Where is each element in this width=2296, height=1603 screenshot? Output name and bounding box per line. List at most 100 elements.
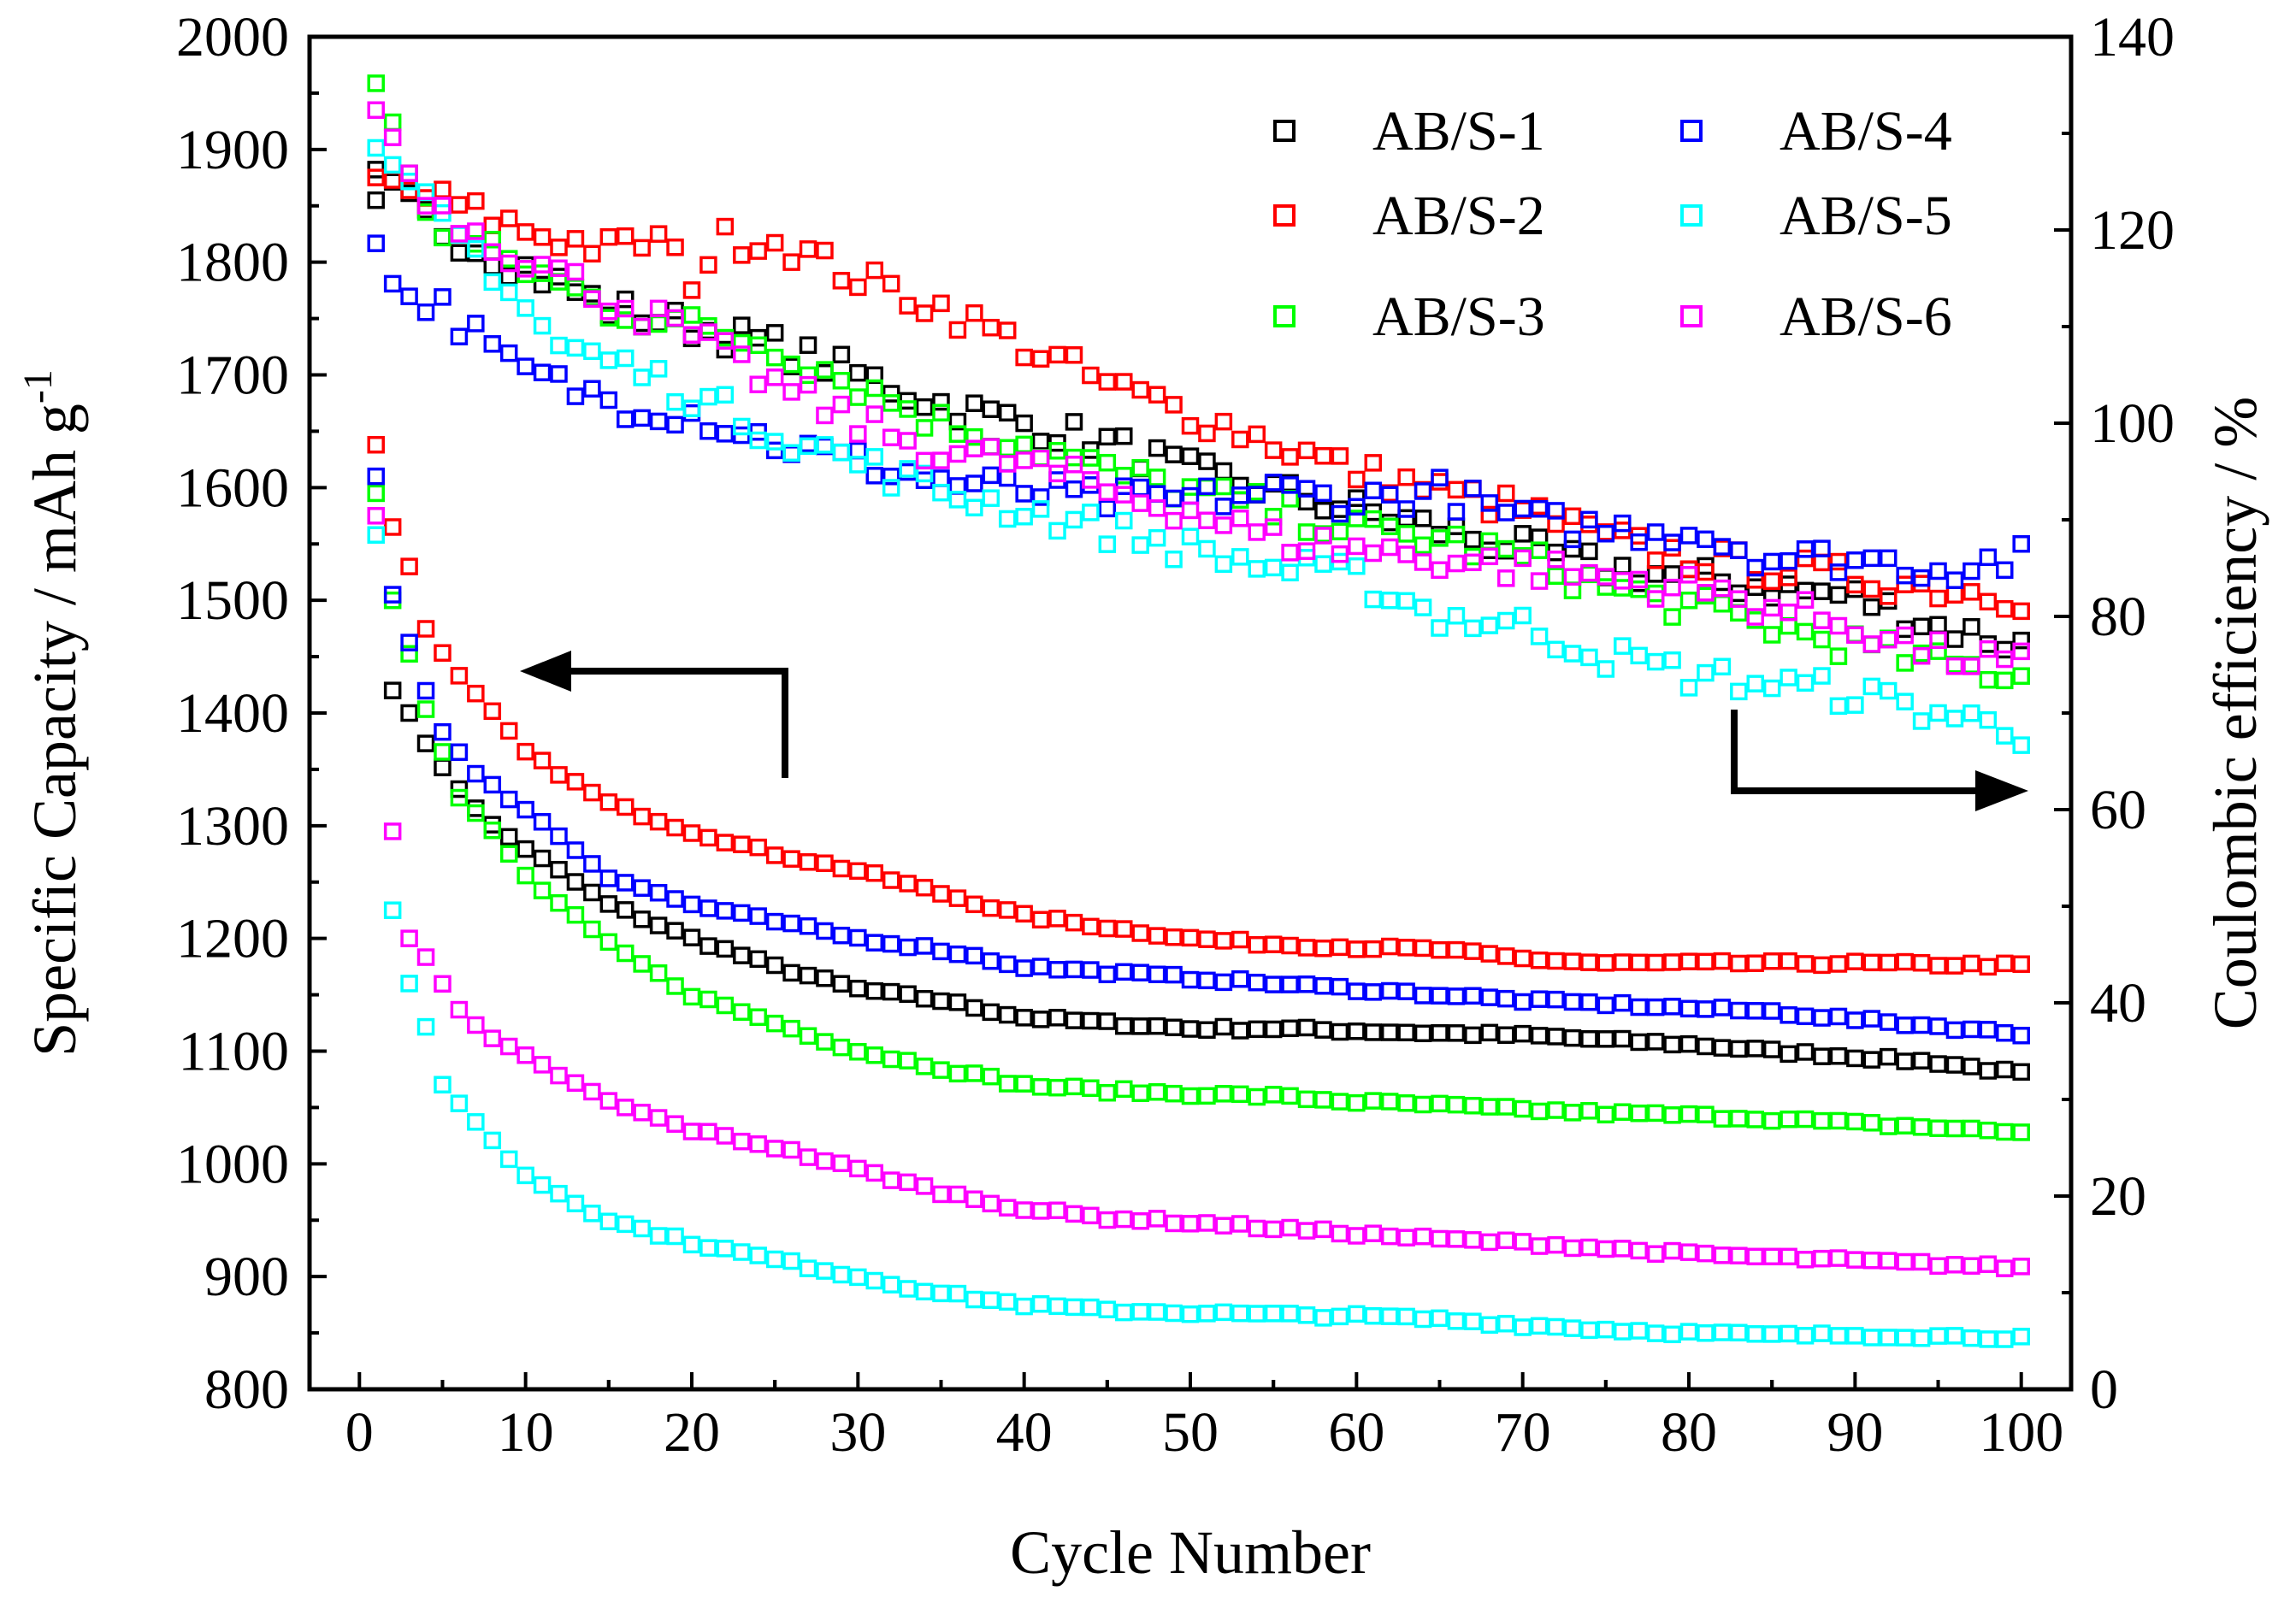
capacity-point bbox=[1231, 1215, 1249, 1233]
y-left-tick-label: 1000 bbox=[176, 1133, 289, 1195]
capacity-point bbox=[1614, 1240, 1632, 1258]
capacity-point bbox=[1663, 1035, 1681, 1054]
capacity-point bbox=[1663, 953, 1681, 971]
efficiency-point bbox=[1314, 484, 1332, 503]
capacity-point bbox=[649, 916, 668, 934]
efficiency-point bbox=[1663, 533, 1681, 551]
efficiency-point bbox=[666, 309, 684, 327]
capacity-point bbox=[1231, 969, 1249, 988]
capacity-point bbox=[1214, 1303, 1233, 1322]
efficiency-point bbox=[1862, 549, 1881, 568]
capacity-point bbox=[1746, 1040, 1765, 1058]
capacity-point bbox=[1065, 1077, 1083, 1096]
capacity-point bbox=[1214, 932, 1233, 950]
legend-label: AB/S-1 bbox=[1372, 100, 1545, 162]
capacity-point bbox=[1264, 1020, 1283, 1039]
efficiency-point bbox=[765, 233, 784, 252]
efficiency-point bbox=[1015, 414, 1033, 433]
capacity-point bbox=[832, 859, 851, 878]
efficiency-point bbox=[865, 467, 884, 485]
capacity-point bbox=[1697, 1324, 1715, 1342]
capacity-point bbox=[1015, 1075, 1033, 1093]
efficiency-point bbox=[1331, 522, 1349, 540]
efficiency-point bbox=[1679, 566, 1698, 584]
efficiency-point bbox=[1348, 470, 1366, 489]
y-right-tick-label: 0 bbox=[2090, 1358, 2118, 1421]
capacity-point bbox=[450, 788, 469, 807]
capacity-point bbox=[1697, 952, 1715, 971]
capacity-point bbox=[1480, 1316, 1499, 1335]
efficiency-point bbox=[765, 433, 784, 451]
capacity-point bbox=[1314, 939, 1332, 958]
capacity-point bbox=[1048, 910, 1066, 928]
capacity-point bbox=[882, 1276, 900, 1294]
capacity-point bbox=[666, 890, 684, 908]
capacity-point bbox=[982, 1194, 1000, 1213]
efficiency-point bbox=[1979, 710, 1998, 729]
x-axis-title: Cycle Number bbox=[1010, 1518, 1371, 1587]
capacity-point bbox=[1912, 1329, 1931, 1347]
efficiency-point bbox=[1098, 499, 1117, 518]
capacity-point bbox=[1496, 989, 1515, 1008]
capacity-point bbox=[1115, 1080, 1133, 1099]
capacity-point bbox=[1530, 1237, 1549, 1255]
capacity-point bbox=[1431, 1229, 1449, 1248]
efficiency-point bbox=[1896, 626, 1914, 645]
capacity-point bbox=[1431, 940, 1449, 959]
capacity-point bbox=[915, 937, 934, 955]
capacity-point bbox=[416, 1017, 435, 1036]
efficiency-point bbox=[2012, 667, 2030, 685]
capacity-point bbox=[1563, 1104, 1582, 1122]
capacity-point bbox=[666, 1227, 684, 1246]
capacity-point bbox=[1879, 953, 1898, 972]
efficiency-point bbox=[948, 425, 967, 443]
capacity-point bbox=[1264, 975, 1283, 993]
capacity-point bbox=[499, 1037, 518, 1056]
efficiency-point bbox=[1597, 524, 1615, 543]
capacity-point bbox=[1996, 1259, 2014, 1277]
capacity-point bbox=[716, 996, 735, 1015]
capacity-point bbox=[1015, 959, 1033, 977]
capacity-point bbox=[499, 828, 518, 846]
efficiency-point bbox=[1514, 525, 1532, 543]
efficiency-point bbox=[1746, 675, 1765, 692]
efficiency-point bbox=[1829, 552, 1848, 571]
capacity-point bbox=[467, 804, 485, 822]
efficiency-point bbox=[467, 192, 485, 210]
capacity-point bbox=[782, 1252, 800, 1270]
capacity-point bbox=[1580, 953, 1598, 971]
efficiency-point bbox=[1264, 441, 1283, 459]
efficiency-point bbox=[1979, 670, 1998, 689]
efficiency-point bbox=[434, 228, 452, 247]
capacity-point bbox=[1431, 1309, 1449, 1328]
efficiency-point bbox=[1746, 608, 1765, 626]
efficiency-point bbox=[1996, 599, 2014, 618]
capacity-point bbox=[982, 1003, 1000, 1022]
efficiency-point bbox=[1331, 545, 1349, 563]
capacity-point bbox=[566, 1194, 585, 1213]
capacity-point bbox=[1148, 1083, 1166, 1101]
efficiency-point bbox=[1131, 380, 1149, 399]
efficiency-point bbox=[1630, 580, 1648, 598]
capacity-point bbox=[1214, 973, 1233, 992]
efficiency-point bbox=[499, 209, 518, 227]
capacity-point bbox=[1231, 1304, 1249, 1323]
capacity-point bbox=[1580, 1029, 1598, 1048]
efficiency-point bbox=[1231, 548, 1249, 566]
efficiency-point bbox=[599, 391, 618, 410]
efficiency-point bbox=[749, 431, 767, 450]
capacity-point bbox=[1015, 1009, 1033, 1027]
capacity-point bbox=[1679, 999, 1698, 1018]
efficiency-point bbox=[998, 510, 1017, 528]
efficiency-point bbox=[649, 360, 668, 378]
series-ab-s-3 bbox=[367, 74, 2030, 1141]
efficiency-point bbox=[1896, 654, 1914, 672]
capacity-point bbox=[1447, 1024, 1466, 1042]
capacity-point bbox=[1813, 1047, 1831, 1065]
capacity-point bbox=[716, 1240, 735, 1258]
x-tick-label: 20 bbox=[664, 1401, 720, 1464]
capacity-point bbox=[1181, 970, 1200, 989]
capacity-point bbox=[1912, 1052, 1931, 1070]
efficiency-point bbox=[1945, 710, 1964, 728]
capacity-point bbox=[400, 929, 418, 947]
